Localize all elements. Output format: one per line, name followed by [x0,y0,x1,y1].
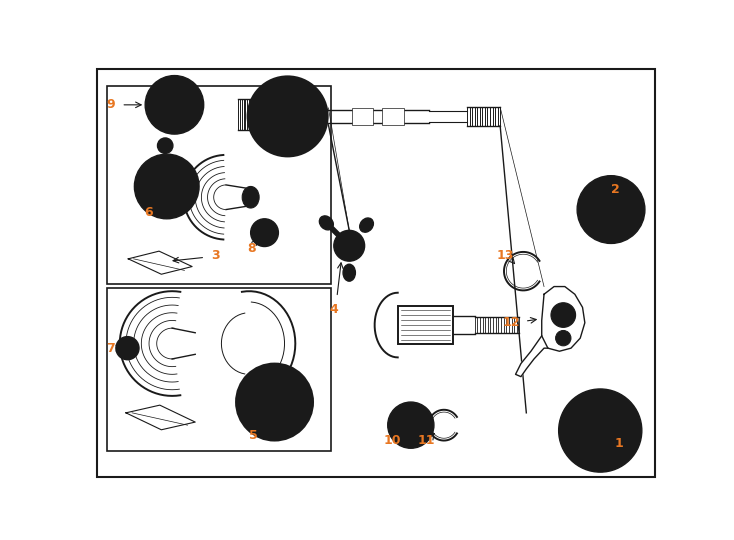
Circle shape [236,363,313,441]
Circle shape [134,154,199,219]
Circle shape [340,237,358,255]
Circle shape [256,224,273,241]
Text: 12: 12 [502,316,520,329]
Text: 4: 4 [330,303,338,316]
Circle shape [246,374,303,430]
Circle shape [258,87,317,146]
FancyBboxPatch shape [382,108,404,125]
Ellipse shape [319,216,333,230]
Circle shape [251,219,278,247]
Polygon shape [515,336,548,377]
Circle shape [577,176,645,244]
Ellipse shape [242,186,259,208]
Circle shape [551,303,575,327]
Text: 13: 13 [497,249,515,262]
Circle shape [583,181,639,238]
FancyBboxPatch shape [398,306,453,345]
Circle shape [556,330,571,346]
Circle shape [150,80,199,130]
Text: 3: 3 [211,249,219,262]
Circle shape [589,188,633,231]
Text: 5: 5 [250,429,258,442]
Polygon shape [126,405,195,430]
Polygon shape [128,251,192,274]
Ellipse shape [360,218,374,232]
Ellipse shape [343,264,355,281]
Circle shape [396,410,426,441]
Circle shape [120,341,134,355]
Text: 7: 7 [106,342,115,355]
FancyBboxPatch shape [352,108,373,125]
Polygon shape [542,287,585,351]
Circle shape [158,138,173,153]
Circle shape [559,389,642,472]
Circle shape [557,309,570,321]
Text: 10: 10 [384,434,401,447]
Text: 6: 6 [145,206,153,219]
Circle shape [575,406,625,455]
Circle shape [334,231,365,261]
Text: 11: 11 [418,434,435,447]
Circle shape [247,76,327,157]
Circle shape [145,76,204,134]
Circle shape [116,336,139,360]
Text: 9: 9 [106,98,115,111]
Text: 1: 1 [614,437,623,450]
Circle shape [144,164,190,210]
Text: 8: 8 [247,241,255,254]
Circle shape [567,397,634,464]
Circle shape [154,85,195,125]
Circle shape [388,402,434,448]
FancyBboxPatch shape [98,69,655,477]
Text: 2: 2 [611,183,620,196]
